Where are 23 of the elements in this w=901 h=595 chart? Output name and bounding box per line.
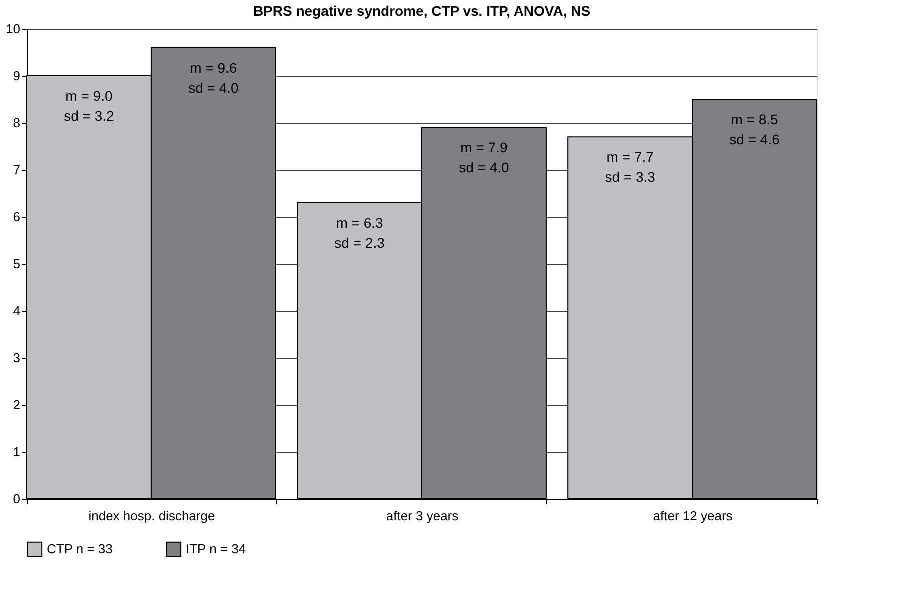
data-label: m = 7.7 sd = 3.3 xyxy=(605,149,656,186)
data-label: m = 6.3 sd = 2.3 xyxy=(334,214,386,251)
legend-label: ITP n = 34 xyxy=(186,541,246,556)
x-tick-label: index hosp. discharge xyxy=(88,508,216,524)
y-tick-label: 4 xyxy=(13,304,20,318)
y-tick-label: 1 xyxy=(13,444,20,460)
y-tick-label: 10 xyxy=(6,22,20,36)
chart-title: BPRS negative syndrome, CTP vs. ITP, ANOVA, NS xyxy=(253,3,591,19)
y-tick-label: 3 xyxy=(13,350,20,366)
data-label: m = 9.0 sd = 3.2 xyxy=(64,88,115,124)
data-label: m = 9.6 sd = 4.0 xyxy=(188,60,239,96)
y-tick-label: 0 xyxy=(13,492,20,506)
data-label: m = 8.5 sd = 4.6 xyxy=(730,112,780,148)
legend-label: CTP n = 33 xyxy=(47,541,113,556)
y-tick-label: 2 xyxy=(13,398,20,412)
y-tick-label: 8 xyxy=(13,116,20,130)
y-tick-label: 7 xyxy=(13,162,20,178)
y-tick-label: 9 xyxy=(13,68,20,84)
y-tick-label: 6 xyxy=(13,210,20,224)
y-tick-label: 5 xyxy=(13,256,20,272)
x-tick-label: after 3 years xyxy=(386,508,460,524)
data-label: m = 7.9 sd = 4.0 xyxy=(459,140,510,176)
x-tick-label: after 12 years xyxy=(653,508,734,524)
